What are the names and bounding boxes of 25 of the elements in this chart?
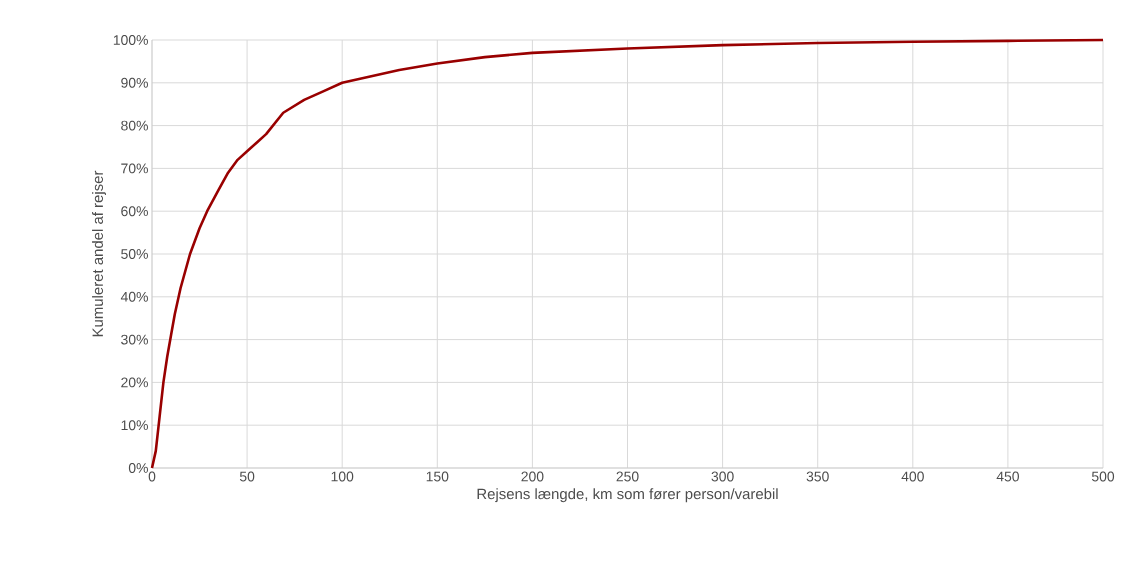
x-tick-label: 250 [616,471,639,482]
x-tick-label: 500 [1091,471,1115,482]
y-tick-label: 30% [121,334,148,345]
x-tick-label: 200 [521,471,544,482]
x-tick-label: 300 [711,471,734,482]
x-tick-label: 150 [426,471,449,482]
y-tick-label: 10% [121,420,148,431]
y-tick-label: 50% [121,249,148,259]
y-tick-label: 40% [120,291,148,302]
y-tick-label: 60% [121,206,148,217]
x-tick-label: 0 [148,471,156,482]
y-tick-label: 90% [121,77,148,88]
x-tick-label: 450 [996,471,1019,482]
x-tick-label: 50 [239,471,255,482]
y-tick-label: 0% [128,463,148,473]
y-tick-label: 80% [121,120,148,131]
x-tick-label: 100 [331,471,354,482]
y-tick-label: 100% [113,35,148,45]
x-tick-label: 350 [806,471,829,482]
x-axis-title: Rejsens længde, km som fører person/varebil [477,488,778,503]
y-tick-label: 20% [121,377,148,388]
line-series [150,38,1105,470]
y-tick-label: 70% [121,163,148,174]
x-tick-label: 400 [901,471,924,482]
y-axis-title: Kumuleret andel af rejser [92,170,106,337]
